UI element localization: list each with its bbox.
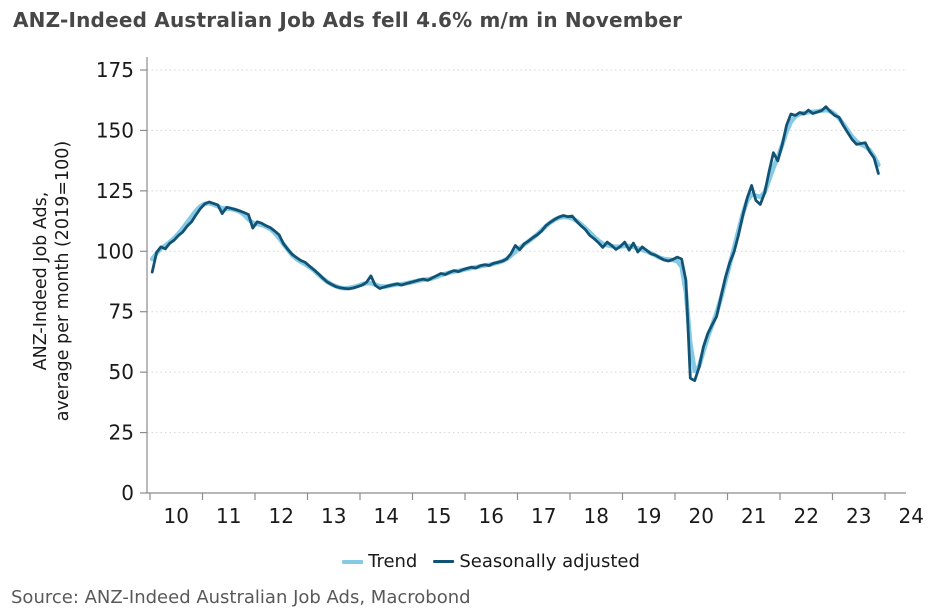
svg-text:19: 19	[636, 504, 661, 528]
svg-text:17: 17	[531, 504, 556, 528]
svg-text:20: 20	[689, 504, 714, 528]
svg-text:0: 0	[121, 481, 134, 505]
svg-text:15: 15	[426, 504, 451, 528]
svg-text:25: 25	[109, 421, 134, 445]
legend-item-seasonally-adjusted: Seasonally adjusted	[433, 551, 640, 572]
svg-text:100: 100	[96, 239, 134, 263]
y-axis-label-line2: average per month (2019=100)	[53, 140, 73, 422]
source-attribution: Source: ANZ-Indeed Australian Job Ads, M…	[11, 587, 471, 608]
svg-text:150: 150	[96, 118, 134, 142]
legend-label-trend: Trend	[368, 551, 418, 572]
svg-text:23: 23	[846, 504, 871, 528]
svg-text:24: 24	[899, 504, 924, 528]
svg-text:175: 175	[96, 58, 134, 82]
svg-text:50: 50	[109, 360, 134, 384]
svg-text:14: 14	[374, 504, 399, 528]
svg-text:13: 13	[321, 504, 346, 528]
chart-title: ANZ-Indeed Australian Job Ads fell 4.6% …	[13, 8, 683, 32]
svg-text:75: 75	[109, 300, 134, 324]
legend-label-seasonally-adjusted: Seasonally adjusted	[459, 551, 640, 572]
y-axis-label-line1: ANZ-Indeed Job Ads,	[31, 191, 51, 371]
svg-text:22: 22	[794, 504, 819, 528]
legend-item-trend: Trend	[342, 551, 417, 572]
svg-text:21: 21	[741, 504, 766, 528]
svg-text:11: 11	[216, 504, 241, 528]
svg-text:16: 16	[479, 504, 504, 528]
svg-text:18: 18	[584, 504, 609, 528]
svg-text:10: 10	[164, 504, 189, 528]
svg-text:12: 12	[269, 504, 294, 528]
svg-text:125: 125	[96, 179, 134, 203]
trend-line-swatch-icon	[342, 559, 364, 564]
y-axis-label: ANZ-Indeed Job Ads, average per month (2…	[30, 141, 74, 421]
chart-legend: Trend Seasonally adjusted	[342, 551, 640, 572]
seasonally-adjusted-line-swatch-icon	[433, 560, 455, 563]
